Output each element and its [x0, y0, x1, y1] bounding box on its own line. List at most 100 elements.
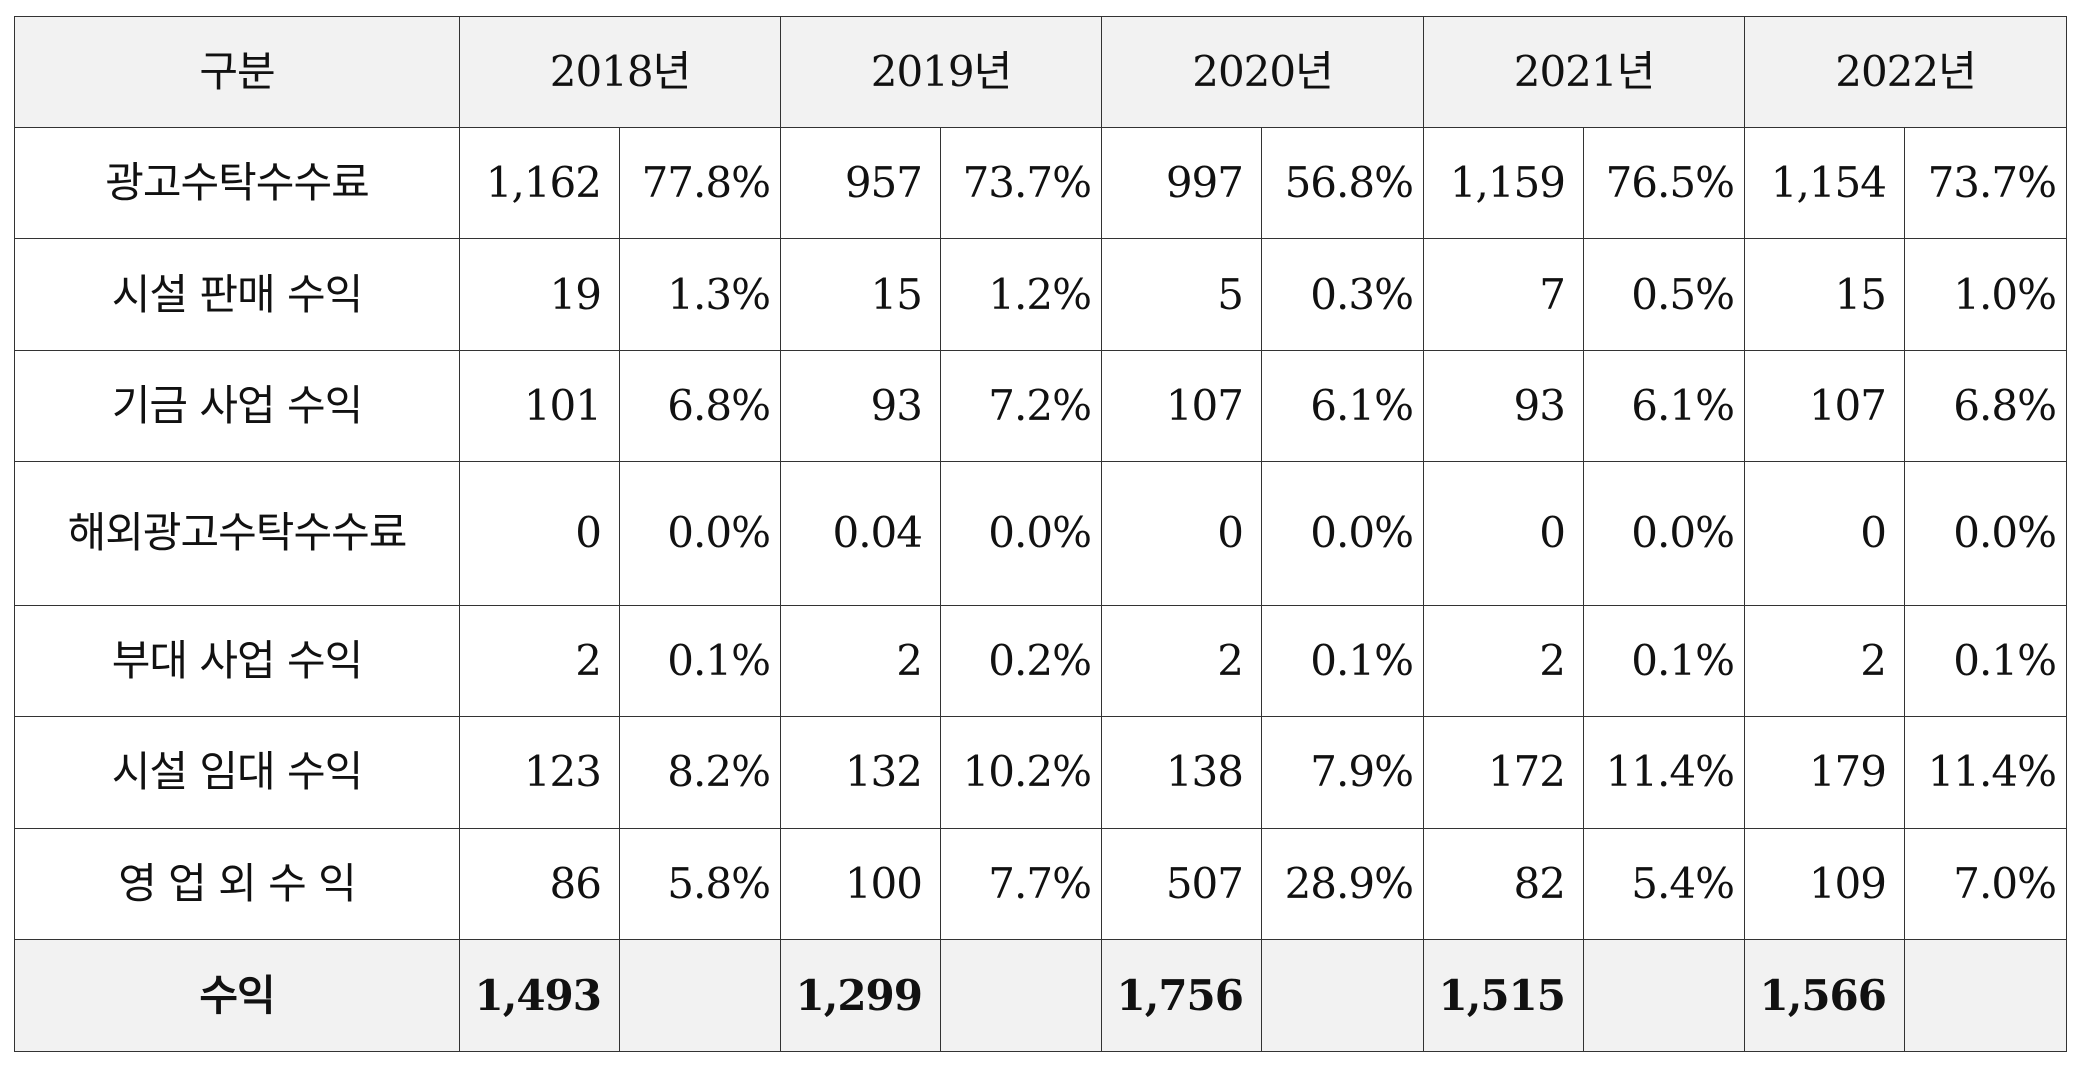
share-cell: 6.8% — [619, 349, 781, 463]
share-cell: 6.1% — [1583, 349, 1745, 463]
amount-cell: 123 — [459, 716, 620, 829]
row-label: 기금 사업 수익 — [14, 349, 460, 463]
share-cell: 0.1% — [619, 604, 781, 718]
share-cell: 7.0% — [1904, 827, 2067, 941]
share-cell: 0.5% — [1583, 238, 1745, 351]
share-cell: 1.3% — [619, 238, 781, 351]
amount-cell: 93 — [780, 349, 941, 463]
amount-cell: 2 — [1744, 604, 1905, 718]
share-cell: 6.8% — [1904, 349, 2067, 463]
share-cell: 11.4% — [1583, 716, 1745, 829]
total-amount-cell: 1,756 — [1101, 939, 1262, 1052]
empty-cell — [940, 939, 1102, 1052]
share-cell: 0.3% — [1261, 238, 1424, 351]
share-cell: 76.5% — [1583, 126, 1745, 240]
amount-cell: 5 — [1101, 238, 1262, 351]
amount-cell: 100 — [780, 827, 941, 941]
year-header: 2021년 — [1423, 16, 1745, 128]
amount-cell: 101 — [459, 349, 620, 463]
total-amount-cell: 1,566 — [1744, 939, 1905, 1052]
share-cell: 0.0% — [619, 461, 781, 606]
share-cell: 1.2% — [940, 238, 1102, 351]
share-cell: 5.4% — [1583, 827, 1745, 941]
row-label: 영 업 외 수 익 — [14, 827, 460, 941]
amount-cell: 19 — [459, 238, 620, 351]
amount-cell: 179 — [1744, 716, 1905, 829]
header-row: 구분 2018년 2019년 2020년 2021년 2022년 — [14, 16, 2067, 128]
amount-cell: 2 — [1101, 604, 1262, 718]
share-cell: 0.0% — [1904, 461, 2067, 606]
empty-cell — [1904, 939, 2067, 1052]
year-header: 2019년 — [780, 16, 1102, 128]
amount-cell: 507 — [1101, 827, 1262, 941]
share-cell: 7.9% — [1261, 716, 1424, 829]
table-row: 기금 사업 수익 101 6.8% 93 7.2% 107 6.1% 93 6.1% 107 6.8… — [14, 349, 2067, 463]
amount-cell: 0 — [1423, 461, 1584, 606]
row-label: 부대 사업 수익 — [14, 604, 460, 718]
amount-cell: 0 — [1101, 461, 1262, 606]
amount-cell: 15 — [1744, 238, 1905, 351]
share-cell: 0.2% — [940, 604, 1102, 718]
amount-cell: 2 — [459, 604, 620, 718]
year-header: 2020년 — [1101, 16, 1424, 128]
total-amount-cell: 1,515 — [1423, 939, 1584, 1052]
amount-cell: 107 — [1101, 349, 1262, 463]
row-label: 시설 임대 수익 — [14, 716, 460, 829]
amount-cell: 132 — [780, 716, 941, 829]
share-cell: 8.2% — [619, 716, 781, 829]
amount-cell: 1,154 — [1744, 126, 1905, 240]
amount-cell: 82 — [1423, 827, 1584, 941]
share-cell: 10.2% — [940, 716, 1102, 829]
total-row: 수익 1,493 1,299 1,756 1,515 1,566 — [14, 939, 2067, 1052]
year-header: 2022년 — [1744, 16, 2067, 128]
total-amount-cell: 1,493 — [459, 939, 620, 1052]
share-cell: 77.8% — [619, 126, 781, 240]
table-row: 해외광고수탁수수료 0 0.0% 0.04 0.0% 0 0.0% 0 0.0% 0 0.0% — [14, 461, 2067, 606]
amount-cell: 2 — [780, 604, 941, 718]
amount-cell: 0 — [1744, 461, 1905, 606]
amount-cell: 7 — [1423, 238, 1584, 351]
row-label: 광고수탁수수료 — [14, 126, 460, 240]
amount-cell: 0 — [459, 461, 620, 606]
empty-cell — [1261, 939, 1424, 1052]
total-amount-cell: 1,299 — [780, 939, 941, 1052]
amount-cell: 1,159 — [1423, 126, 1584, 240]
share-cell: 5.8% — [619, 827, 781, 941]
amount-cell: 107 — [1744, 349, 1905, 463]
row-label: 해외광고수탁수수료 — [14, 461, 460, 606]
table-row: 시설 임대 수익 123 8.2% 132 10.2% 138 7.9% 172 11.4% 17… — [14, 716, 2067, 829]
share-cell: 1.0% — [1904, 238, 2067, 351]
share-cell: 0.0% — [1261, 461, 1424, 606]
share-cell: 6.1% — [1261, 349, 1424, 463]
amount-cell: 86 — [459, 827, 620, 941]
amount-cell: 138 — [1101, 716, 1262, 829]
total-label: 수익 — [14, 939, 460, 1052]
share-cell: 0.0% — [940, 461, 1102, 606]
share-cell: 0.0% — [1583, 461, 1745, 606]
row-label: 시설 판매 수익 — [14, 238, 460, 351]
empty-cell — [1583, 939, 1745, 1052]
table-row: 광고수탁수수료 1,162 77.8% 957 73.7% 997 56.8% 1,159 76… — [14, 126, 2067, 240]
table-row: 영 업 외 수 익 86 5.8% 100 7.7% 507 28.9% 82 5.4% 109 7… — [14, 827, 2067, 941]
share-cell: 73.7% — [1904, 126, 2067, 240]
share-cell: 28.9% — [1261, 827, 1424, 941]
amount-cell: 0.04 — [780, 461, 941, 606]
table-row: 시설 판매 수익 19 1.3% 15 1.2% 5 0.3% 7 0.5% 15 1.0% — [14, 238, 2067, 351]
amount-cell: 15 — [780, 238, 941, 351]
amount-cell: 93 — [1423, 349, 1584, 463]
amount-cell: 997 — [1101, 126, 1262, 240]
share-cell: 7.2% — [940, 349, 1102, 463]
revenue-table: 구분 2018년 2019년 2020년 2021년 2022년 광고수탁수수료… — [14, 16, 2067, 1052]
table-row: 부대 사업 수익 2 0.1% 2 0.2% 2 0.1% 2 0.1% 2 0.1% — [14, 604, 2067, 718]
share-cell: 7.7% — [940, 827, 1102, 941]
amount-cell: 1,162 — [459, 126, 620, 240]
share-cell: 0.1% — [1261, 604, 1424, 718]
share-cell: 0.1% — [1583, 604, 1745, 718]
amount-cell: 109 — [1744, 827, 1905, 941]
amount-cell: 957 — [780, 126, 941, 240]
amount-cell: 2 — [1423, 604, 1584, 718]
share-cell: 56.8% — [1261, 126, 1424, 240]
year-header: 2018년 — [459, 16, 781, 128]
category-header: 구분 — [14, 16, 460, 128]
share-cell: 11.4% — [1904, 716, 2067, 829]
